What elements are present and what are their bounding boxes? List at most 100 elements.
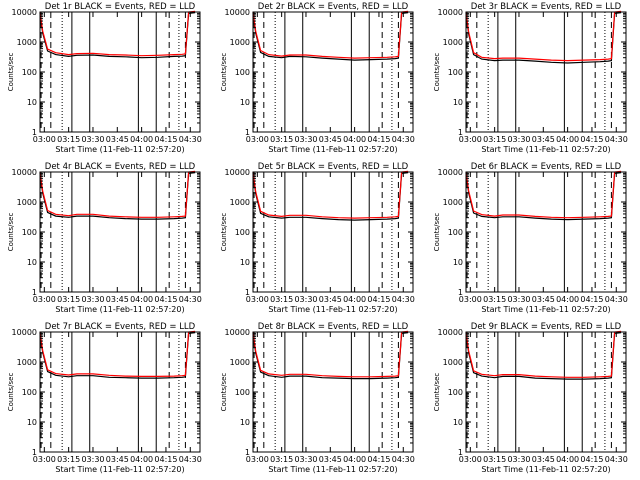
plot-frame — [252, 11, 414, 133]
panel-title: Det 1r BLACK = Events, RED = LLD — [45, 2, 196, 12]
events-series-line — [252, 332, 409, 380]
plot-frame — [465, 11, 627, 133]
x-tick-label: 04:00 — [343, 135, 366, 144]
panel-title: Det 4r BLACK = Events, RED = LLD — [45, 162, 196, 172]
y-tick-label: 1000 — [17, 198, 37, 207]
panel-title: Det 8r BLACK = Events, RED = LLD — [258, 322, 409, 332]
events-series-line — [465, 172, 622, 221]
y-tick-label: 1 — [458, 288, 463, 297]
x-tick-label: 04:00 — [343, 295, 366, 304]
x-tick-label: 03:30 — [81, 455, 104, 464]
x-tick-label: 04:30 — [605, 135, 628, 144]
y-tick-label: 10000 — [12, 8, 37, 17]
x-tick-label: 03:30 — [294, 135, 317, 144]
y-tick-label: 10 — [453, 258, 463, 267]
y-tick-label: 100 — [22, 68, 37, 77]
x-tick-label: 03:45 — [532, 295, 555, 304]
x-axis-label: Start Time (11-Feb-11 02:57:20) — [268, 465, 397, 474]
x-tick-label: 04:00 — [343, 455, 366, 464]
y-tick-label: 10000 — [225, 8, 250, 17]
x-tick-label: 03:30 — [294, 295, 317, 304]
plot-frame — [39, 11, 201, 133]
y-tick-label: 10 — [240, 418, 250, 427]
x-tick-label: 04:30 — [392, 295, 415, 304]
y-tick-label: 10 — [240, 98, 250, 107]
x-axis-label: Start Time (11-Feb-11 02:57:20) — [55, 305, 184, 314]
detector-panel: Det 1r BLACK = Events, RED = LLD 1 10 100 10… — [7, 2, 202, 154]
y-tick-label: 1 — [32, 128, 37, 137]
y-tick-label: 1 — [245, 288, 250, 297]
x-axis-label: Start Time (11-Feb-11 02:57:20) — [481, 145, 610, 154]
y-tick-label: 1000 — [17, 358, 37, 367]
x-tick-label: 04:30 — [605, 455, 628, 464]
y-tick-label: 100 — [235, 388, 250, 397]
x-axis-label: Start Time (11-Feb-11 02:57:20) — [481, 305, 610, 314]
y-tick-label: 10 — [27, 98, 37, 107]
detector-panel: Det 5r BLACK = Events, RED = LLD 1 10 100 10… — [220, 162, 415, 314]
y-tick-label: 10000 — [438, 168, 463, 177]
y-axis-label: Counts/sec — [7, 373, 15, 412]
y-tick-label: 10 — [453, 418, 463, 427]
panel-title: Det 5r BLACK = Events, RED = LLD — [258, 162, 409, 172]
y-tick-label: 1000 — [443, 38, 463, 47]
panel-title: Det 9r BLACK = Events, RED = LLD — [471, 322, 622, 332]
events-series-line — [465, 332, 622, 380]
y-axis-label: Counts/sec — [433, 53, 441, 92]
x-tick-label: 03:45 — [106, 455, 129, 464]
y-tick-label: 1 — [245, 128, 250, 137]
x-tick-label: 03:45 — [106, 135, 129, 144]
y-tick-label: 10 — [453, 98, 463, 107]
events-series-line — [252, 172, 409, 221]
x-tick-label: 03:30 — [507, 295, 530, 304]
x-tick-label: 04:15 — [367, 455, 390, 464]
x-tick-label: 03:00 — [33, 135, 56, 144]
y-axis-label: Counts/sec — [220, 373, 228, 412]
detector-panel: Det 7r BLACK = Events, RED = LLD 1 10 100 10… — [7, 322, 202, 474]
y-tick-label: 1000 — [443, 358, 463, 367]
x-tick-label: 04:30 — [605, 295, 628, 304]
x-tick-label: 03:15 — [57, 455, 80, 464]
lld-series-line — [465, 10, 622, 62]
x-tick-label: 03:45 — [319, 295, 342, 304]
x-tick-label: 04:15 — [580, 295, 603, 304]
x-tick-label: 03:15 — [57, 135, 80, 144]
plot-frame — [252, 171, 414, 293]
detector-panel: Det 9r BLACK = Events, RED = LLD 1 10 100 10… — [433, 322, 628, 474]
x-tick-label: 03:15 — [483, 455, 506, 464]
y-axis-label: Counts/sec — [220, 53, 228, 92]
lld-series-line — [39, 10, 196, 57]
y-tick-label: 100 — [235, 68, 250, 77]
lld-series-line — [39, 330, 196, 377]
y-tick-label: 10000 — [438, 8, 463, 17]
y-tick-label: 100 — [235, 228, 250, 237]
x-tick-label: 04:15 — [580, 135, 603, 144]
x-axis-label: Start Time (11-Feb-11 02:57:20) — [55, 465, 184, 474]
x-tick-label: 03:45 — [106, 295, 129, 304]
x-tick-label: 04:30 — [179, 295, 202, 304]
events-series-line — [39, 332, 196, 379]
x-axis-label: Start Time (11-Feb-11 02:57:20) — [55, 145, 184, 154]
x-tick-label: 03:15 — [270, 295, 293, 304]
plot-frame — [39, 171, 201, 293]
panel-title: Det 6r BLACK = Events, RED = LLD — [471, 162, 622, 172]
x-tick-label: 03:00 — [246, 135, 269, 144]
y-tick-label: 10 — [27, 258, 37, 267]
panel-title: Det 2r BLACK = Events, RED = LLD — [258, 2, 409, 12]
y-tick-label: 10000 — [225, 328, 250, 337]
x-tick-label: 03:00 — [246, 455, 269, 464]
detector-panel: Det 2r BLACK = Events, RED = LLD 1 10 100 10… — [220, 2, 415, 154]
x-tick-label: 03:30 — [81, 135, 104, 144]
detector-panel: Det 6r BLACK = Events, RED = LLD 1 10 100 10… — [433, 162, 628, 314]
y-axis-label: Counts/sec — [433, 373, 441, 412]
x-axis-label: Start Time (11-Feb-11 02:57:20) — [268, 145, 397, 154]
x-tick-label: 04:00 — [556, 135, 579, 144]
x-tick-label: 04:30 — [179, 135, 202, 144]
x-tick-label: 03:30 — [81, 295, 104, 304]
plot-frame — [465, 171, 627, 293]
y-tick-label: 1000 — [230, 198, 250, 207]
y-axis-label: Counts/sec — [7, 53, 15, 92]
x-tick-label: 03:15 — [57, 295, 80, 304]
y-tick-label: 1000 — [443, 198, 463, 207]
x-tick-label: 04:30 — [392, 455, 415, 464]
